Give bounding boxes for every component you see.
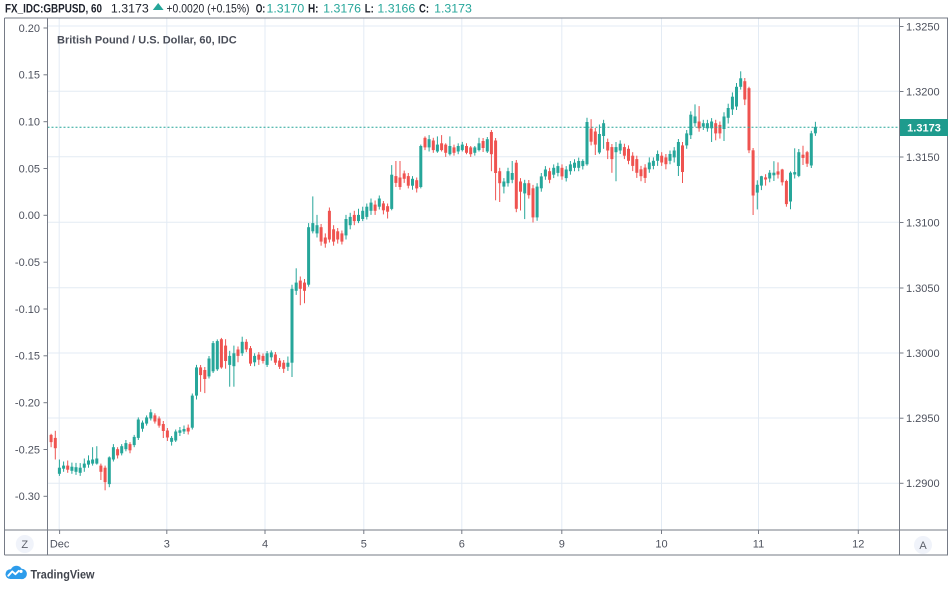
- svg-text:10: 10: [655, 539, 667, 551]
- svg-text:0.15: 0.15: [19, 70, 40, 82]
- svg-text:-0.15: -0.15: [15, 351, 40, 363]
- svg-text:4: 4: [262, 539, 268, 551]
- svg-text:12: 12: [852, 539, 864, 551]
- svg-text:1.3000: 1.3000: [906, 348, 940, 360]
- svg-text:1.3050: 1.3050: [906, 283, 940, 295]
- svg-text:A: A: [919, 540, 927, 552]
- svg-text:TradingView: TradingView: [31, 569, 95, 581]
- svg-text:1.3100: 1.3100: [906, 217, 940, 229]
- svg-text:1.3166: 1.3166: [377, 2, 415, 16]
- svg-text:1.3176: 1.3176: [323, 2, 361, 16]
- svg-text:-0.20: -0.20: [15, 398, 40, 410]
- svg-text:O:: O:: [256, 2, 266, 16]
- svg-text:11: 11: [753, 539, 764, 551]
- svg-text:0.10: 0.10: [19, 117, 40, 129]
- svg-text:1.3200: 1.3200: [906, 86, 940, 98]
- svg-text:3: 3: [164, 539, 170, 551]
- svg-text:0.05: 0.05: [19, 163, 40, 175]
- svg-text:Z: Z: [21, 539, 28, 551]
- svg-text:Dec: Dec: [50, 539, 70, 551]
- svg-text:1.3250: 1.3250: [906, 21, 940, 33]
- svg-text:1.2900: 1.2900: [906, 478, 940, 490]
- svg-text:-0.10: -0.10: [15, 304, 40, 316]
- svg-text:1.2950: 1.2950: [906, 413, 940, 425]
- svg-text:0.00: 0.00: [19, 210, 40, 222]
- svg-text:6: 6: [459, 539, 465, 551]
- svg-text:H:: H:: [308, 2, 319, 16]
- svg-text:1.3173: 1.3173: [907, 122, 941, 134]
- svg-text:1.3173: 1.3173: [434, 2, 472, 16]
- svg-text:1.3150: 1.3150: [906, 152, 940, 164]
- svg-text:C:: C:: [419, 2, 429, 16]
- svg-text:9: 9: [559, 539, 565, 551]
- svg-text:-0.05: -0.05: [15, 257, 40, 269]
- svg-text:+0.0020 (+0.15%): +0.0020 (+0.15%): [167, 2, 250, 16]
- svg-text:-0.25: -0.25: [15, 444, 40, 456]
- svg-text:-0.30: -0.30: [15, 491, 40, 503]
- svg-text:L:: L:: [365, 2, 374, 16]
- svg-text:FX_IDC:GBPUSD, 60: FX_IDC:GBPUSD, 60: [5, 2, 102, 16]
- svg-text:5: 5: [361, 539, 367, 551]
- svg-text:0.20: 0.20: [19, 23, 40, 35]
- svg-text:1.3170: 1.3170: [267, 2, 305, 16]
- svg-text:British Pound / U.S. Dollar, 6: British Pound / U.S. Dollar, 60, IDC: [57, 35, 237, 47]
- svg-text:1.3173: 1.3173: [111, 2, 149, 16]
